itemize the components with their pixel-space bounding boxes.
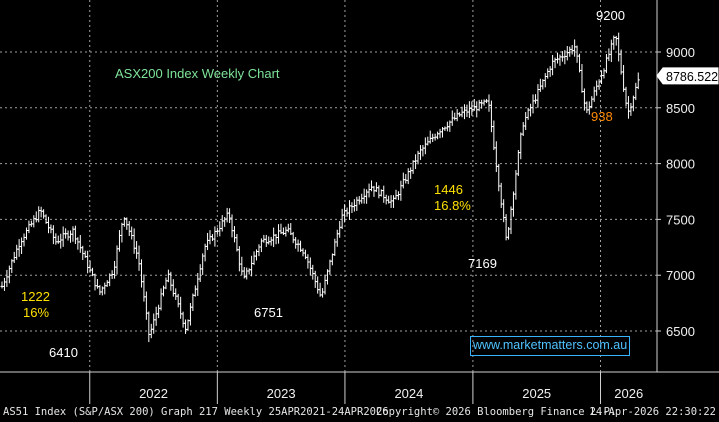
y-tick-label: 8500 xyxy=(666,101,695,116)
footer-security: AS51 Index (S&P/ASX 200) Graph 217 Weekl… xyxy=(3,406,389,418)
footer-copyright: Copyright© 2026 Bloomberg Finance L.P. xyxy=(376,406,617,418)
last-price-tag xyxy=(656,67,719,85)
annotation-label: 6751 xyxy=(254,305,283,320)
website-label[interactable]: www.marketmatters.com.au xyxy=(473,338,628,352)
annotation-label: 1222 xyxy=(21,289,50,304)
last-price-marker: 8786.522 xyxy=(656,67,719,85)
footer-bar xyxy=(0,404,719,422)
y-tick-label: 7000 xyxy=(666,268,695,283)
x-tick-label: 2022 xyxy=(139,386,168,401)
annotation-label: 16.8% xyxy=(434,198,471,213)
annotation-label: 16% xyxy=(23,305,49,320)
y-tick-label: 9000 xyxy=(666,45,695,60)
footer-timestamp: 24-Apr-2026 22:30:22 xyxy=(589,406,716,418)
price-bars xyxy=(0,32,640,343)
annotation-label: 938 xyxy=(591,109,613,124)
y-tick-label: 8000 xyxy=(666,157,695,172)
y-tick-label: 6500 xyxy=(666,324,695,339)
x-tick-label: 2024 xyxy=(394,386,423,401)
annotation-label: 1446 xyxy=(434,182,463,197)
x-tick-label: 2025 xyxy=(522,386,551,401)
website-box[interactable] xyxy=(470,336,630,356)
annotation-label: 9200 xyxy=(596,8,625,23)
x-tick-label: 2026 xyxy=(614,386,643,401)
last-price-label: 8786.522 xyxy=(666,70,718,84)
chart-title: ASX200 Index Weekly Chart xyxy=(115,66,280,81)
annotation-label: 7169 xyxy=(468,256,497,271)
y-tick-label: 7500 xyxy=(666,212,695,227)
annotation-label: 6410 xyxy=(49,345,78,360)
x-tick-label: 2023 xyxy=(267,386,296,401)
